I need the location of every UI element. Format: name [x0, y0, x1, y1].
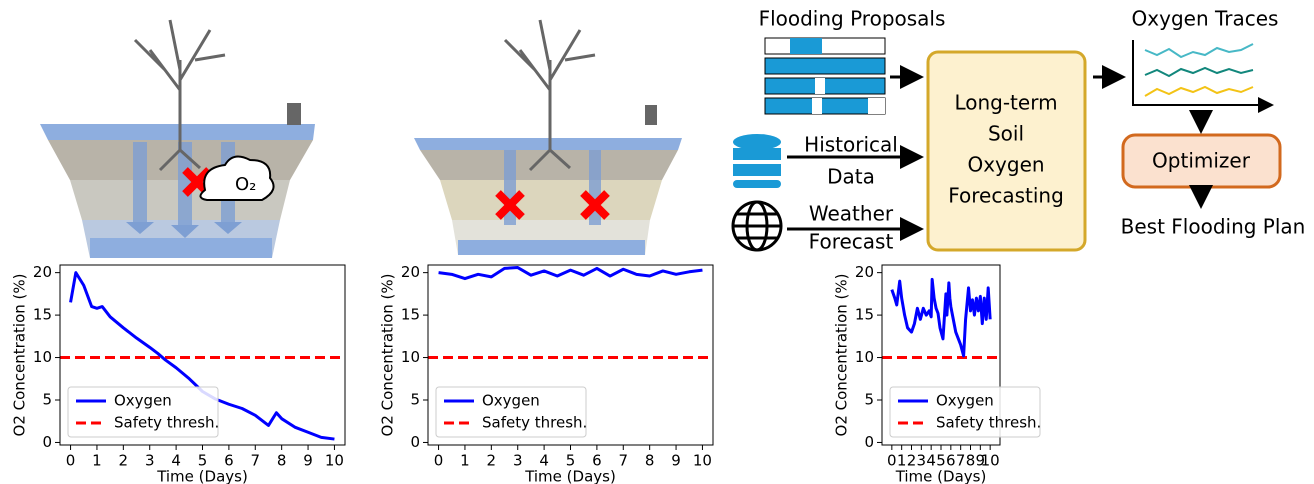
x-tick-label: 5 [936, 452, 946, 470]
x-tick-label: 7 [619, 452, 629, 470]
x-tick-label: 0 [887, 452, 897, 470]
x-tick-label: 8 [645, 452, 655, 470]
legend-label: Oxygen [482, 392, 540, 410]
historical-label: Historical [804, 133, 898, 157]
historical-label: Data [827, 165, 875, 189]
y-tick-label: 0 [410, 433, 420, 451]
x-tick-label: 7 [251, 452, 261, 470]
flooding-proposals-label: Flooding Proposals [759, 7, 946, 31]
x-tick-label: 4 [171, 452, 181, 470]
x-tick-label: 7 [956, 452, 966, 470]
y-tick-label: 20 [33, 263, 52, 281]
y-tick-label: 15 [855, 306, 874, 324]
x-tick-label: 2 [487, 452, 497, 470]
flooding-grids [764, 37, 886, 115]
weather-label: Forecast [809, 230, 894, 254]
axes-frame [59, 264, 346, 446]
forecaster-label: Oxygen [967, 153, 1044, 177]
y-tick-label: 5 [864, 391, 874, 409]
y-tick-label: 5 [42, 391, 52, 409]
x-tick-label: 5 [198, 452, 208, 470]
x-tick-label: 1 [92, 452, 102, 470]
x-tick-label: 2 [907, 452, 917, 470]
forecaster-box [926, 50, 1087, 252]
legend-label: Safety thresh. [482, 414, 587, 432]
globe-icon [731, 200, 783, 252]
optimizer-label: Optimizer [1152, 149, 1251, 173]
y-tick-label: 10 [33, 348, 52, 366]
y-tick-label: 10 [401, 348, 420, 366]
x-tick-label: 4 [926, 452, 936, 470]
axes-frame [881, 264, 1001, 446]
traces-icon [1132, 40, 1274, 113]
x-tick-label: 3 [917, 452, 927, 470]
x-tick-label: 8 [966, 452, 976, 470]
x-tick-label: 9 [671, 452, 681, 470]
y-tick-label: 15 [401, 306, 420, 324]
x-tick-label: 6 [946, 452, 956, 470]
oxygen-line [438, 266, 703, 281]
oxygen-traces-label: Oxygen Traces [1132, 7, 1279, 31]
soil-illustration-2 [414, 19, 682, 255]
x-tick-label: 10 [325, 452, 344, 470]
x-tick-label: 1 [460, 452, 470, 470]
x-tick-label: 10 [981, 452, 1000, 470]
y-tick-label: 0 [864, 433, 874, 451]
y-axis-label: O2 Concentration (%) [833, 274, 851, 437]
y-axis-label: O2 Concentration (%) [11, 274, 29, 437]
oxygen-line [890, 277, 992, 358]
weather-label: Weather [809, 202, 894, 226]
x-tick-label: 9 [976, 452, 986, 470]
legend-label: Oxygen [936, 392, 994, 410]
x-tick-label: 1 [897, 452, 907, 470]
x-axis-label: Time (Days) [895, 468, 987, 484]
y-tick-label: 5 [410, 391, 420, 409]
x-tick-label: 6 [224, 452, 234, 470]
soil-illustration-1: O₂ [40, 19, 315, 258]
x-tick-label: 0 [66, 452, 76, 470]
best-plan-label: Best Flooding Plan [1121, 215, 1306, 239]
y-axis-label: O2 Concentration (%) [379, 274, 397, 437]
x-axis-label: Time (Days) [156, 468, 248, 484]
y-tick-label: 0 [42, 433, 52, 451]
y-tick-label: 10 [855, 348, 874, 366]
legend-label: Safety thresh. [936, 414, 1041, 432]
x-tick-label: 0 [434, 452, 444, 470]
x-tick-label: 4 [539, 452, 549, 470]
y-tick-label: 20 [401, 263, 420, 281]
x-tick-label: 2 [119, 452, 129, 470]
o2-icon: O₂ [235, 174, 256, 195]
y-tick-label: 20 [855, 263, 874, 281]
forecaster-label: Soil [988, 122, 1024, 146]
x-tick-label: 10 [693, 452, 712, 470]
oxygen-line [69, 271, 335, 441]
axes-frame [427, 264, 714, 446]
db-icon [733, 134, 781, 188]
legend-label: Safety thresh. [114, 414, 219, 432]
y-tick-label: 15 [33, 306, 52, 324]
x-tick-label: 3 [513, 452, 523, 470]
x-axis-label: Time (Days) [524, 468, 616, 484]
x-tick-label: 5 [566, 452, 576, 470]
forecaster-label: Forecasting [948, 184, 1064, 208]
x-tick-label: 8 [277, 452, 287, 470]
x-tick-label: 9 [303, 452, 313, 470]
arrows [787, 65, 1213, 241]
x-tick-label: 3 [145, 452, 155, 470]
forecaster-label: Long-term [954, 91, 1057, 115]
x-tick-label: 6 [592, 452, 602, 470]
legend-label: Oxygen [114, 392, 172, 410]
